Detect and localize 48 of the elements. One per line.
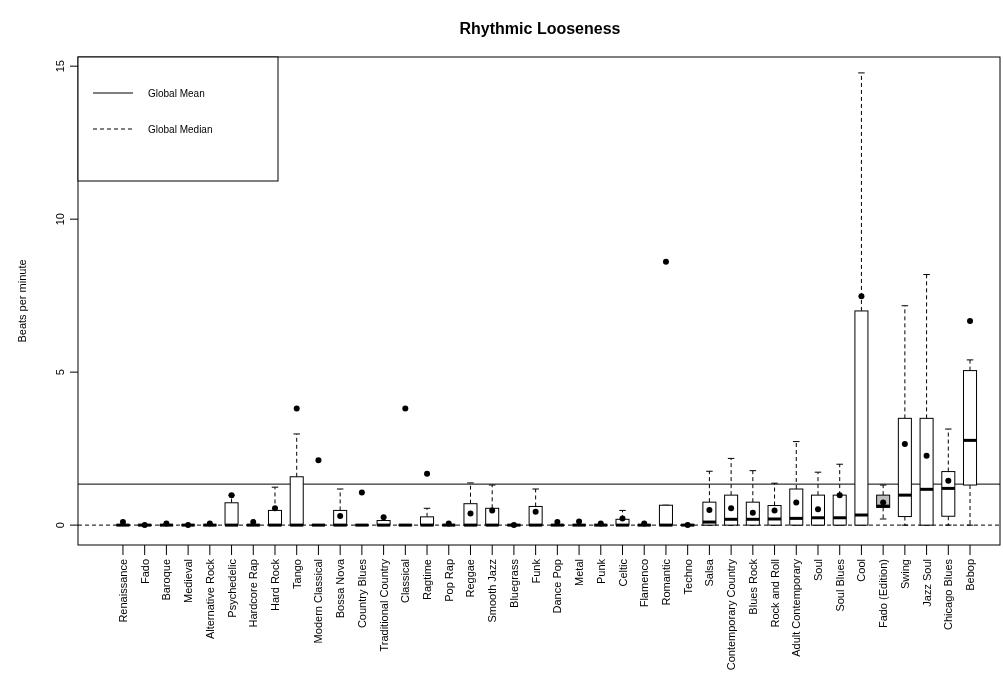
x-tick-label: Adult Contemporary	[790, 558, 803, 657]
x-tick-label: Salsa	[703, 558, 716, 587]
x-tick-label: Soul	[811, 559, 824, 582]
y-tick-label: 0	[54, 522, 66, 529]
x-tick-label: Ragtime	[421, 559, 434, 600]
x-tick-label: Tango	[290, 559, 303, 589]
x-tick-label: Romantic	[659, 558, 672, 606]
x-tick-label: Reggae	[464, 559, 477, 598]
x-tick-label: Modern Classical	[312, 559, 325, 644]
x-tick-label: Techno	[681, 559, 694, 595]
x-tick-label: Cool	[855, 559, 868, 582]
x-tick-label: Funk	[529, 558, 542, 584]
x-tick-label: Jazz Soul	[920, 559, 933, 607]
y-tick-label: 5	[54, 369, 66, 376]
x-tick-label: Baroque	[160, 559, 173, 601]
x-tick-label: Classical	[399, 559, 412, 604]
x-tick-label: Pop Rap	[442, 559, 455, 602]
x-tick-label: Dance Pop	[551, 559, 564, 614]
x-tick-label: Contemporary Country	[725, 558, 738, 671]
x-tick-label: Fado	[138, 559, 151, 585]
x-tick-label: Celtic	[616, 558, 629, 587]
x-tick-label: Country Blues	[355, 558, 368, 629]
legend-label: Global Median	[148, 124, 213, 135]
x-tick-label: Punk	[594, 558, 607, 585]
legend-label: Global Mean	[148, 88, 205, 99]
x-tick-label: Bossa Nova	[334, 558, 347, 619]
x-tick-label: Blues Rock	[746, 558, 759, 615]
x-tick-label: Alternative Rock	[203, 558, 216, 640]
x-tick-label: Smooth Jazz	[486, 559, 499, 623]
x-tick-label: Hard Rock	[269, 558, 281, 611]
y-tick-label: 15	[54, 60, 66, 73]
x-tick-label: Soul Blues	[833, 558, 846, 612]
x-tick-label: Renaissance	[116, 559, 129, 623]
x-tick-label: Psychedelic	[225, 558, 238, 618]
x-tick-label: Traditional Country	[377, 558, 390, 652]
x-tick-label: Medieval	[182, 559, 195, 604]
x-tick-label: Rock and Roll	[768, 559, 781, 628]
y-tick-label: 10	[54, 213, 66, 226]
x-tick-label: Hardcore Rap	[247, 559, 260, 628]
x-tick-label: Metal	[573, 559, 586, 586]
y-axis-title: Beats per minute	[16, 259, 28, 343]
x-tick-label: Swing	[898, 559, 911, 589]
x-tick-label: Fado (Edition)	[877, 559, 890, 629]
x-tick-label: Flamenco	[638, 559, 651, 608]
chart-title: Rhythmic Looseness	[459, 20, 621, 37]
x-tick-label: Bluegrass	[507, 558, 520, 608]
x-tick-label: Bebop	[964, 559, 977, 591]
x-tick-label: Chicago Blues	[942, 558, 955, 630]
